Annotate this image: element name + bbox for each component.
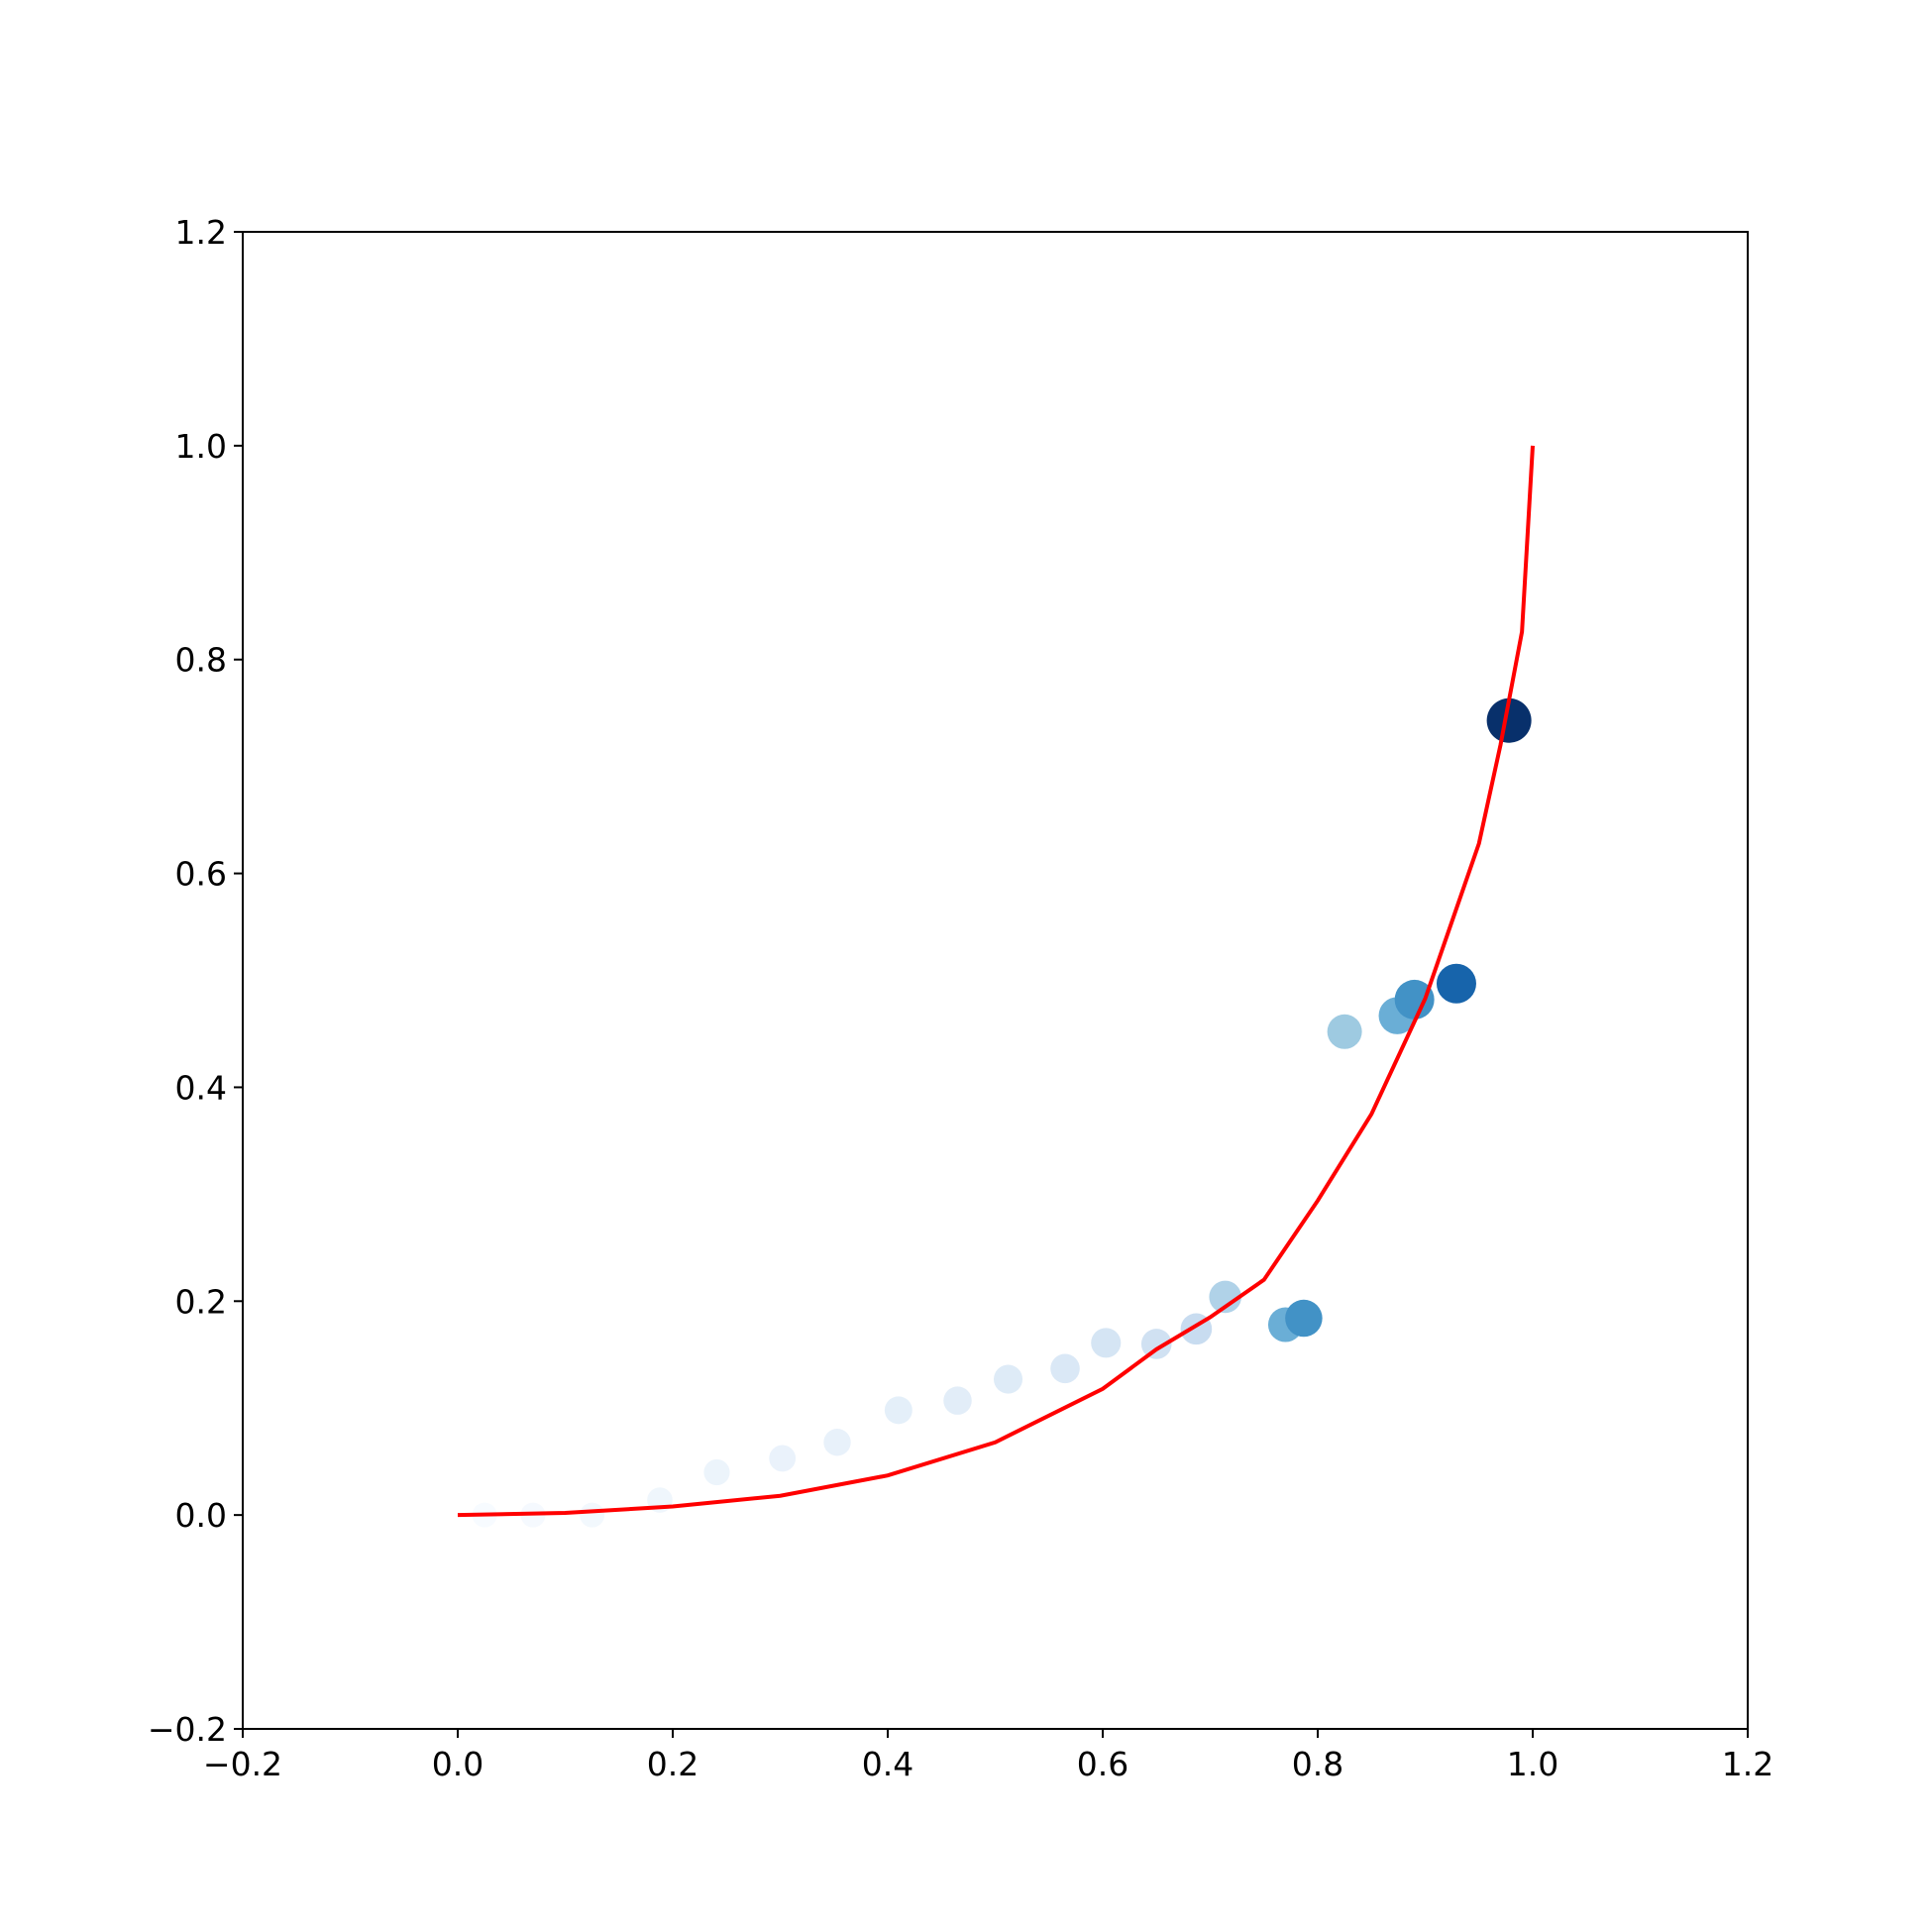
y-tick-label: 1.2: [175, 213, 227, 252]
y-tick-label: 0.2: [175, 1282, 227, 1321]
scatter-point: [1394, 979, 1435, 1020]
x-tick-label: 0.4: [862, 1745, 913, 1783]
scatter-point: [580, 1502, 605, 1528]
x-tick-label: 0.0: [432, 1745, 483, 1783]
scatter-point: [1091, 1328, 1122, 1358]
scatter-point: [1436, 963, 1476, 1004]
y-tick-label: −0.2: [148, 1710, 227, 1749]
scatter-point: [703, 1458, 730, 1486]
x-tick-label: −0.2: [203, 1745, 282, 1783]
y-tick-label: 0.6: [175, 855, 227, 894]
y-tick-label: 0.0: [175, 1496, 227, 1535]
scatter-point: [993, 1364, 1023, 1394]
line: [457, 445, 1535, 1518]
scatter-point: [823, 1429, 851, 1456]
scatter-point: [1285, 1299, 1323, 1338]
y-tick-label: 0.4: [175, 1068, 227, 1107]
y-tick-label: 0.8: [175, 641, 227, 680]
scatter-point: [1209, 1280, 1241, 1314]
y-tick-label: 1.0: [175, 427, 227, 466]
x-tick-label: 0.8: [1292, 1745, 1343, 1783]
x-tick-label: 0.6: [1077, 1745, 1128, 1783]
plot-frame: [242, 231, 1749, 1730]
scatter-point: [943, 1386, 972, 1415]
x-tick-label: 1.2: [1722, 1745, 1773, 1783]
scatter-point: [884, 1396, 912, 1425]
scatter-point: [1327, 1014, 1362, 1049]
scatter-point: [769, 1445, 797, 1472]
x-tick-label: 0.2: [647, 1745, 698, 1783]
scatter-point: [1050, 1353, 1080, 1384]
scatter-point: [1140, 1329, 1172, 1359]
x-tick-label: 1.0: [1507, 1745, 1558, 1783]
scatter-point: [1486, 698, 1532, 743]
